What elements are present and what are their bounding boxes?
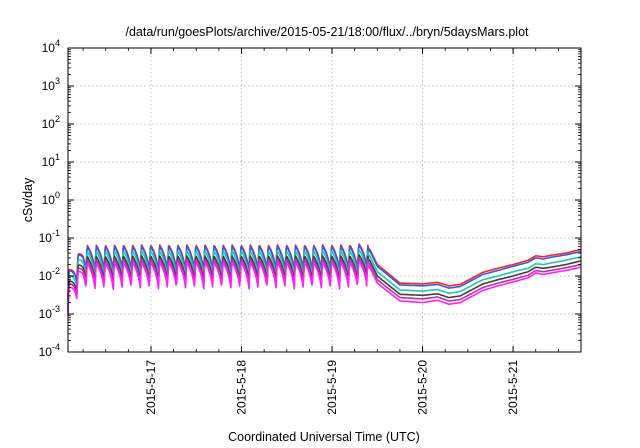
y-tick-label: 100 [42,190,60,207]
series-line [67,260,582,316]
y-tick-label: 10-3 [39,304,60,321]
series-line [67,249,582,305]
x-tick-label: 2015-5-20 [416,360,430,415]
y-tick-label: 10-1 [39,228,60,245]
x-tick-label: 2015-5-19 [325,360,339,415]
x-axis: 2015-5-17 2015-5-18 2015-5-19 2015-5-20 2015… [82,48,559,415]
x-tick-label: 2015-5-17 [144,360,158,415]
x-axis-label: Coordinated Universal Time (UTC) [228,430,420,444]
x-tick-label: 2015-5-18 [235,360,249,415]
y-tick-label: 104 [42,38,60,55]
series-line [67,254,582,310]
y-tick-label: 10-2 [39,266,60,283]
y-axis-label: cSv/day [21,177,35,222]
y-tick-label: 10-4 [39,342,60,359]
x-tick-label: 2015-5-21 [506,360,520,415]
y-tick-label: 102 [42,114,60,131]
y-axis: 10-4 10-3 10-2 10-1 100 101 102 103 104 [39,38,581,359]
series-line [67,244,582,300]
series-line [67,257,582,313]
y-tick-label: 101 [42,152,60,169]
grid [68,48,581,352]
chart-title: /data/run/goesPlots/archive/2015-05-21/1… [125,25,529,39]
series-group [67,243,582,316]
y-tick-label: 103 [42,76,60,93]
